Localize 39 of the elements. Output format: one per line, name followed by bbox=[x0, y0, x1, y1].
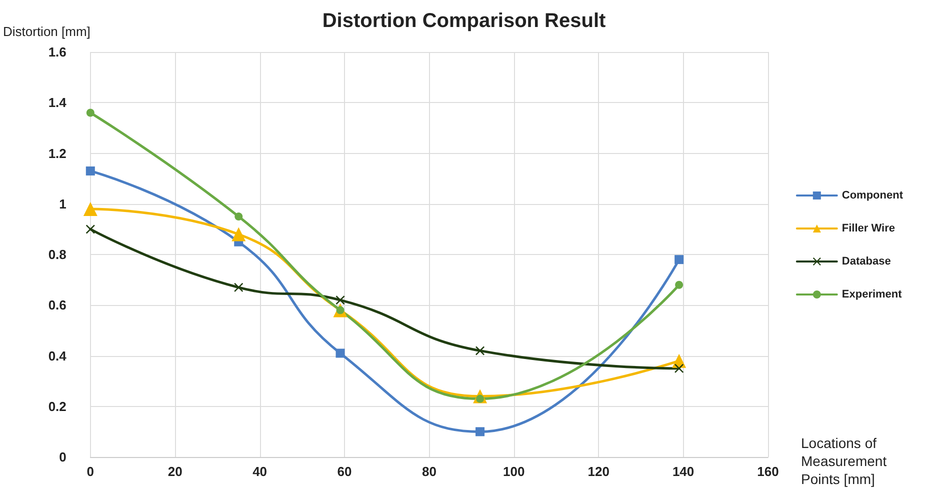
point bbox=[675, 280, 684, 289]
x-tick-label: 140 bbox=[672, 464, 694, 479]
point bbox=[674, 364, 684, 373]
x-tick-label: 100 bbox=[503, 464, 525, 479]
point bbox=[476, 346, 485, 356]
legend-label: Component bbox=[842, 190, 904, 202]
x-axis-title: Locations of Measurement Points [mm] bbox=[801, 435, 890, 487]
y-tick-label: 1.4 bbox=[48, 95, 68, 110]
legend-label: Experiment bbox=[842, 288, 902, 300]
point bbox=[86, 108, 94, 117]
legend-label: Filler Wire bbox=[842, 222, 895, 234]
x-tick-label: 40 bbox=[252, 464, 268, 479]
point bbox=[86, 166, 95, 176]
point bbox=[234, 212, 243, 221]
y-tick-label: 0 bbox=[59, 450, 66, 464]
point bbox=[232, 227, 246, 242]
y-tick-label: 0.2 bbox=[48, 398, 66, 414]
x-tick-label: 0 bbox=[86, 464, 94, 479]
point bbox=[234, 282, 244, 292]
x-tick-label: 60 bbox=[337, 464, 352, 479]
x-tick-label: 20 bbox=[168, 464, 182, 479]
y-tick-label: 0.8 bbox=[48, 247, 66, 262]
point bbox=[86, 224, 95, 234]
chart-title: Distortion Comparison Result bbox=[322, 10, 606, 32]
y-tick-label: 0.4 bbox=[48, 348, 68, 364]
y-tick-label: 1.2 bbox=[48, 146, 66, 161]
y-tick-label: 1.6 bbox=[48, 44, 66, 60]
point bbox=[83, 202, 98, 216]
x-tick-label: 160 bbox=[757, 464, 779, 479]
y-tick-label: 1 bbox=[59, 196, 66, 212]
y-tick-label: 0.6 bbox=[48, 298, 66, 313]
legend-label: Database bbox=[842, 256, 891, 268]
point bbox=[674, 255, 684, 264]
point bbox=[336, 296, 345, 305]
point bbox=[476, 427, 485, 436]
y-axis-title: Distortion [mm] bbox=[2, 24, 90, 39]
x-tick-label: 120 bbox=[588, 464, 610, 479]
point bbox=[336, 348, 345, 358]
x-tick-label: 80 bbox=[422, 464, 436, 479]
